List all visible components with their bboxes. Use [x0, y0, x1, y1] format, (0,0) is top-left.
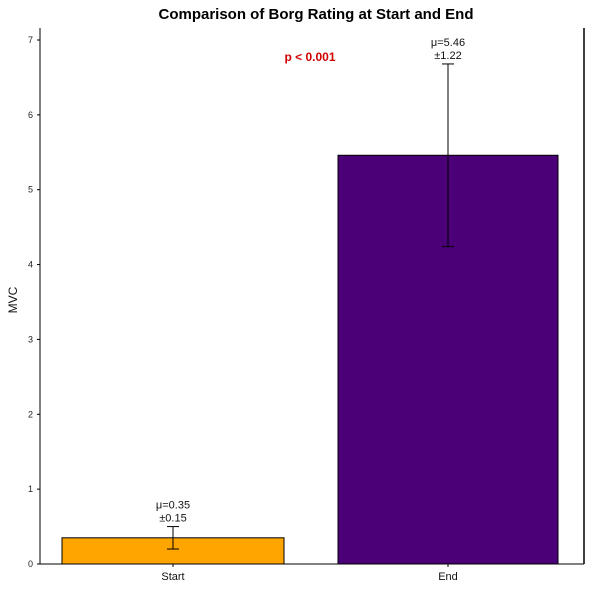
chart-title: Comparison of Borg Rating at Start and E…: [158, 6, 473, 23]
annotation-sd-end: ±1.22: [434, 50, 461, 62]
bar-annotations: μ=0.35±0.15 μ=5.46±1.22: [156, 37, 465, 525]
x-tick-label-end: End: [438, 571, 458, 583]
y-ticks: 0 1 2 3 4 5 6 7: [28, 35, 40, 569]
x-tick-label-start: Start: [161, 571, 184, 583]
y-tick-label-5: 5: [28, 185, 33, 195]
y-tick-label-4: 4: [28, 260, 33, 270]
significance-label: p < 0.001: [284, 50, 335, 64]
annotation-mean-end: μ=5.46: [431, 37, 465, 49]
y-tick-label-0: 0: [28, 559, 33, 569]
annotation-sd-start: ±0.15: [159, 513, 186, 525]
bars: [61, 154, 559, 565]
y-tick-label-7: 7: [28, 35, 33, 45]
x-tick-labels: Start End: [161, 564, 458, 583]
error-bars: [167, 63, 454, 550]
annotation-mean-start: μ=0.35: [156, 500, 190, 512]
y-tick-label-2: 2: [28, 409, 33, 419]
y-tick-label-6: 6: [28, 110, 33, 120]
y-axis-label: MVC: [6, 286, 20, 313]
y-tick-label-1: 1: [28, 484, 33, 494]
y-tick-label-3: 3: [28, 334, 33, 344]
